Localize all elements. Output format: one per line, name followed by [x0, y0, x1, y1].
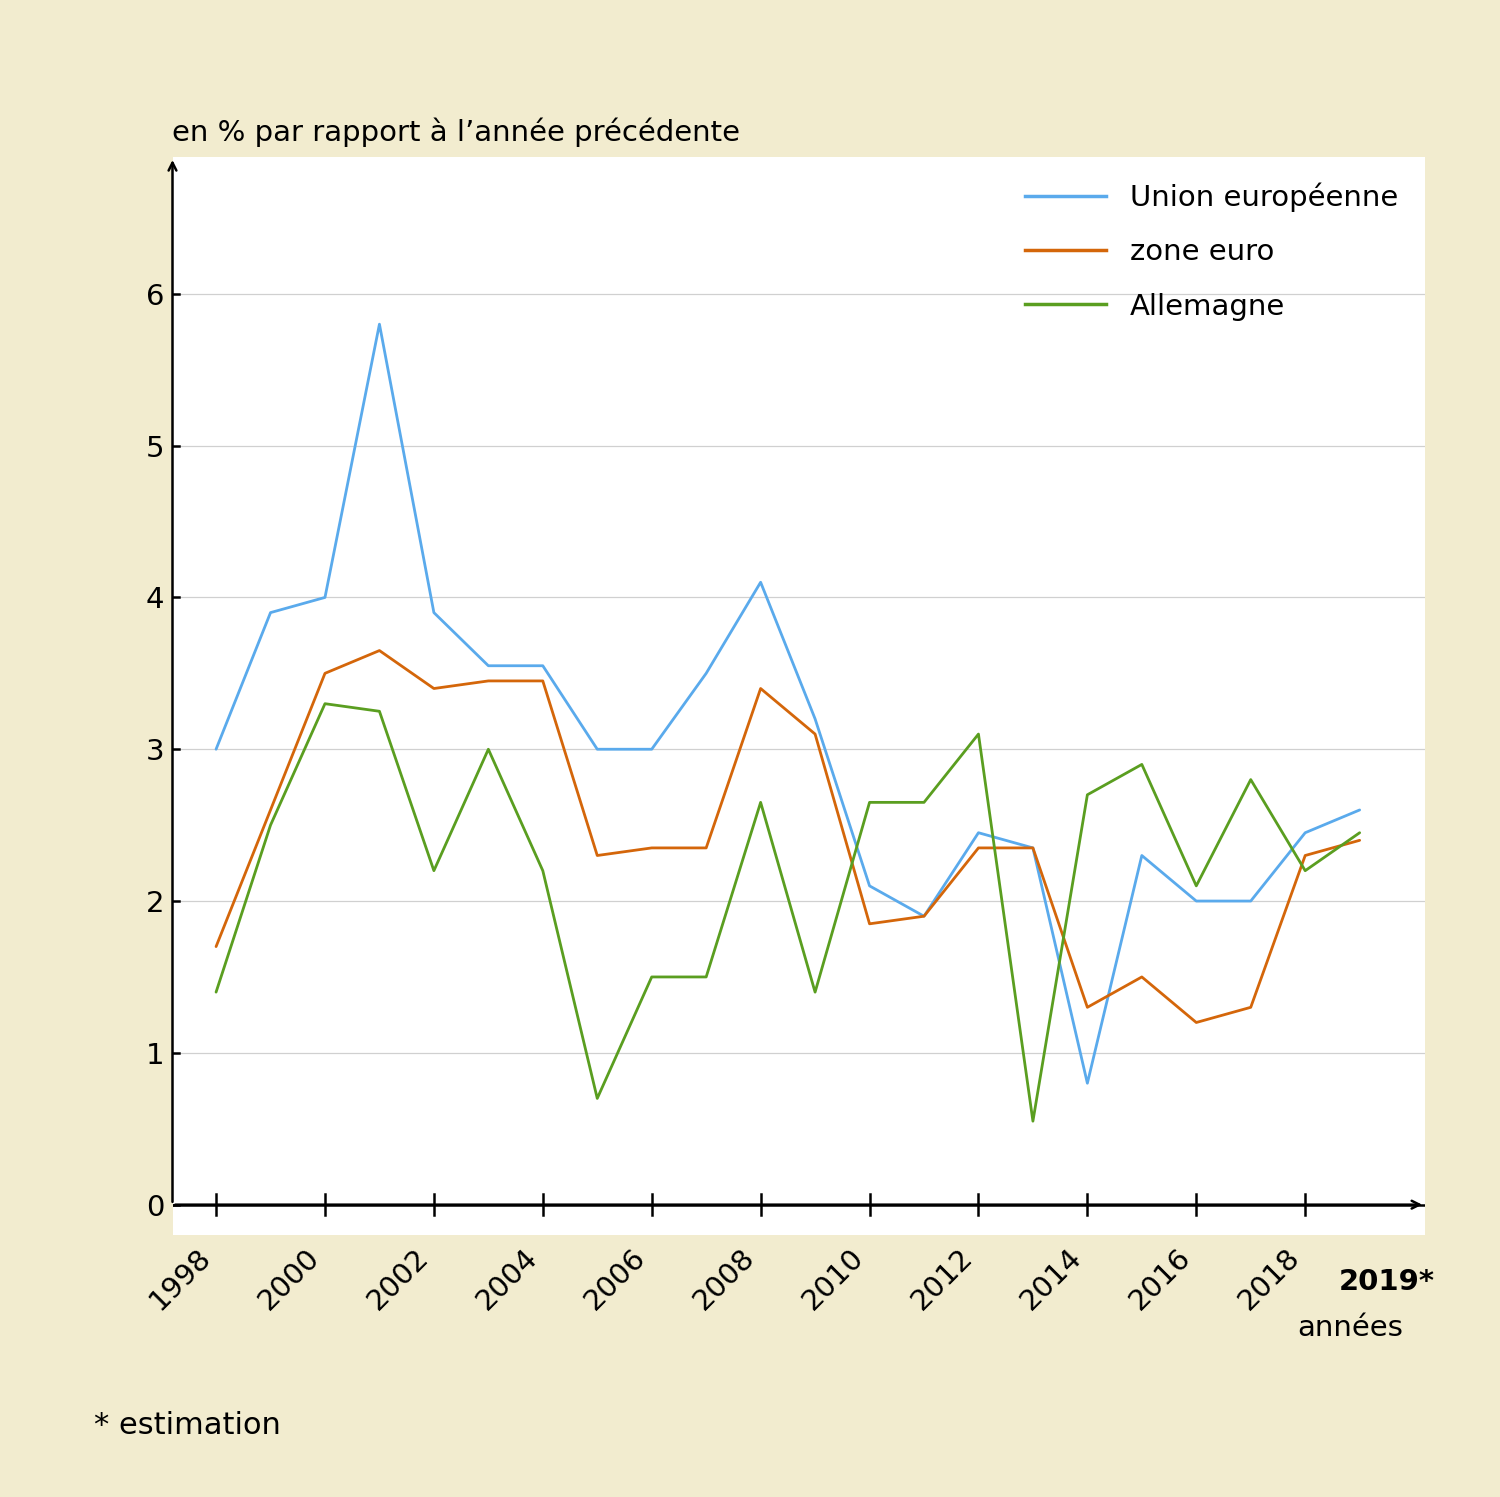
Text: 2019*: 2019* — [1340, 1268, 1436, 1296]
Text: * estimation: * estimation — [94, 1412, 282, 1440]
Text: en % par rapport à l’année précédente: en % par rapport à l’année précédente — [172, 117, 741, 147]
Legend: Union européenne, zone euro, Allemagne: Union européenne, zone euro, Allemagne — [1024, 183, 1398, 320]
Text: années: années — [1298, 1314, 1402, 1341]
